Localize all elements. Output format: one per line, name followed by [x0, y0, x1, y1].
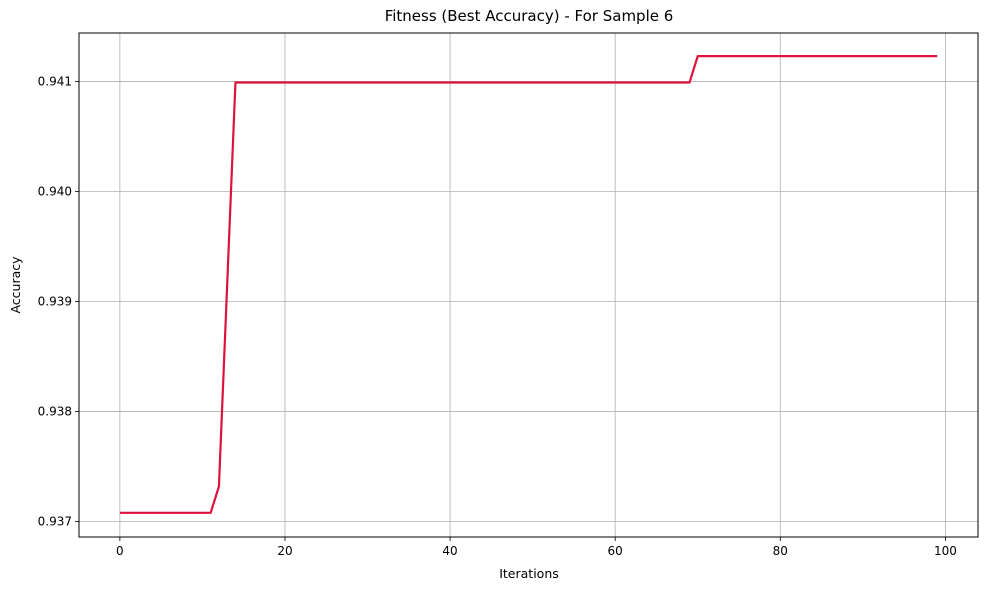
x-tick-label: 80 — [773, 544, 788, 558]
chart-title: Fitness (Best Accuracy) - For Sample 6 — [385, 7, 674, 25]
y-axis-label: Accuracy — [8, 256, 23, 314]
x-tick-label: 60 — [608, 544, 623, 558]
y-tick-label: 0.939 — [38, 295, 72, 309]
x-tick-label: 40 — [442, 544, 457, 558]
x-tick-label: 100 — [934, 544, 957, 558]
y-tick-label: 0.937 — [38, 515, 72, 529]
x-tick-label: 20 — [277, 544, 292, 558]
y-tick-label: 0.940 — [38, 184, 72, 198]
plot-area-frame — [78, 32, 979, 538]
y-tick-label: 0.941 — [38, 74, 72, 88]
grid-lines — [79, 33, 978, 537]
accuracy-series-line — [119, 55, 938, 514]
series-layer — [119, 55, 938, 514]
axis-ticks: 0 20 40 60 80 100 0.937 0.938 0.939 0.940 0.941 — [38, 74, 957, 558]
x-axis-label: Iterations — [499, 566, 559, 581]
x-tick-label: 0 — [116, 544, 124, 558]
y-tick-label: 0.938 — [38, 405, 72, 419]
